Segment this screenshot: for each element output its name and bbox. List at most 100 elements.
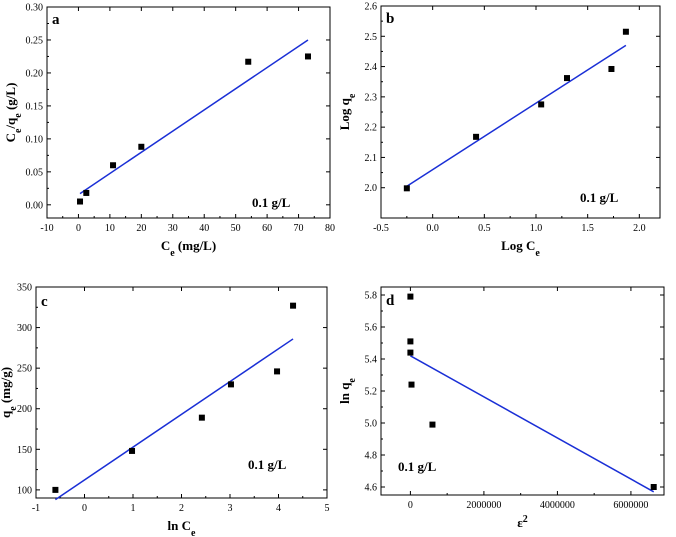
- fit-line: [79, 39, 309, 195]
- data-point: [407, 293, 414, 300]
- x-tick-label: 1.0: [530, 223, 543, 234]
- x-tick-label: -10: [40, 223, 53, 234]
- data-point: [274, 368, 281, 375]
- chart-panel-b: -0.5 0.0 0.5 1.0 1.5 2.0 2.0 2.1 2.2 2.3 2.4 2.5 2.6…: [337, 2, 661, 259]
- data-point: [403, 185, 410, 192]
- y-tick-label: 200: [17, 404, 32, 415]
- x-tick-label: 3: [228, 503, 233, 514]
- y-tick-label: 350: [17, 283, 32, 294]
- data-point: [52, 486, 59, 493]
- x-tick-label: 0: [408, 500, 413, 511]
- x-tick-label: 60: [262, 223, 272, 234]
- x-tick-label: 2: [179, 503, 184, 514]
- x-tick-label: 0: [82, 503, 87, 514]
- data-point: [227, 381, 234, 388]
- x-tick-label: 30: [168, 223, 178, 234]
- x-tick-label: 5: [325, 503, 330, 514]
- y-tick-label: 0.10: [26, 134, 44, 145]
- x-tick-label: 0.5: [478, 223, 491, 234]
- data-point: [407, 349, 414, 356]
- data-point: [608, 65, 615, 72]
- y-tick-label: 5.6: [365, 323, 378, 334]
- plot-frame: [380, 5, 661, 219]
- y-tick-label: 2.1: [365, 153, 378, 164]
- y-tick-label: 2.5: [365, 32, 378, 43]
- y-tick-label: 2.4: [365, 62, 378, 73]
- y-tick-label: 250: [17, 364, 32, 375]
- y-axis-label: Ce/qe (g/L): [3, 83, 24, 143]
- x-tick-label: 80: [325, 223, 335, 234]
- y-tick-label: 5.4: [365, 355, 378, 366]
- data-point: [564, 75, 570, 82]
- data-point: [138, 143, 145, 150]
- panel-label: c: [41, 294, 48, 310]
- data-point: [245, 58, 252, 65]
- y-tick-label: 0.00: [26, 200, 44, 211]
- y-tick-label: 2.3: [365, 92, 378, 103]
- data-point: [622, 28, 629, 35]
- data-point: [650, 484, 657, 490]
- x-tick-label: -0.5: [373, 223, 389, 234]
- y-tick-label: 0.20: [26, 68, 44, 79]
- data-point: [538, 101, 545, 108]
- x-tick-label: 0.0: [426, 223, 439, 234]
- x-tick-label: 50: [231, 223, 241, 234]
- chart-panel-c: -1 0 1 2 3 4 5 100 150 200 250 300 350 c 0.1 g/L ln Ce q…: [0, 283, 330, 537]
- panel-label: a: [52, 12, 60, 28]
- chart-panel-d: 0 2000000 4000000 6000000 4.6 4.8 5.0 5.2 5.4 5.6…: [337, 286, 665, 531]
- y-tick-label: 5.2: [365, 387, 378, 398]
- y-tick-label: 5.8: [365, 291, 378, 302]
- dosage-annotation: 0.1 g/L: [398, 459, 437, 474]
- y-axis-label: ln qe: [337, 378, 358, 404]
- y-axis-label: qe (mg/g): [0, 367, 19, 418]
- x-axis-label: ln Ce: [168, 518, 196, 537]
- x-axis-label: ε2: [517, 514, 528, 531]
- y-tick-label: 300: [17, 323, 32, 334]
- y-tick-label: 4.8: [365, 451, 378, 462]
- x-axis-label: Log Ce: [501, 238, 540, 259]
- y-tick-label: 0.25: [26, 35, 44, 46]
- data-point: [129, 447, 136, 454]
- x-tick-label: 2.0: [633, 223, 646, 234]
- y-tick-label: 2.2: [365, 123, 378, 134]
- y-tick-label: 150: [17, 445, 32, 456]
- data-point: [473, 133, 480, 140]
- y-axis-label: Log qe: [337, 93, 358, 130]
- chart-panel-a: -10 0 10 20 30 40 50 60 70 80 0.00 0.05 0.10 0.15 0.20…: [3, 3, 335, 259]
- dosage-annotation: 0.1 g/L: [248, 457, 287, 472]
- x-tick-label: 1: [131, 503, 136, 514]
- dosage-annotation: 0.1 g/L: [252, 195, 291, 210]
- x-tick-label: 4: [276, 503, 281, 514]
- data-point: [290, 302, 297, 309]
- fit-line: [406, 44, 627, 187]
- data-point: [408, 381, 415, 388]
- y-tick-label: 2.0: [365, 183, 378, 194]
- data-point: [198, 414, 205, 421]
- y-tick-label: 2.6: [365, 2, 378, 13]
- y-tick-label: 100: [17, 485, 32, 496]
- fit-line: [54, 338, 294, 501]
- x-tick-label: 1.5: [581, 223, 594, 234]
- fit-line: [410, 355, 655, 493]
- x-tick-label: 20: [136, 223, 146, 234]
- x-tick-label: 70: [294, 223, 304, 234]
- y-tick-label: 0.15: [26, 101, 44, 112]
- panel-label: b: [386, 11, 394, 27]
- x-tick-label: 40: [199, 223, 209, 234]
- x-tick-label: 2000000: [466, 500, 501, 511]
- data-point: [110, 162, 117, 169]
- data-point: [83, 189, 90, 196]
- y-tick-label: 5.0: [365, 419, 378, 430]
- x-tick-label: 6000000: [613, 500, 648, 511]
- x-tick-label: 10: [105, 223, 115, 234]
- x-tick-label: -1: [32, 503, 40, 514]
- data-point: [429, 421, 436, 428]
- y-tick-label: 0.30: [26, 3, 44, 14]
- data-point: [407, 338, 414, 345]
- y-tick-label: 4.6: [365, 483, 378, 494]
- y-tick-label: 0.05: [26, 167, 44, 178]
- data-point: [304, 53, 311, 60]
- x-axis-label: Ce (mg/L): [161, 238, 216, 259]
- data-point: [77, 198, 84, 205]
